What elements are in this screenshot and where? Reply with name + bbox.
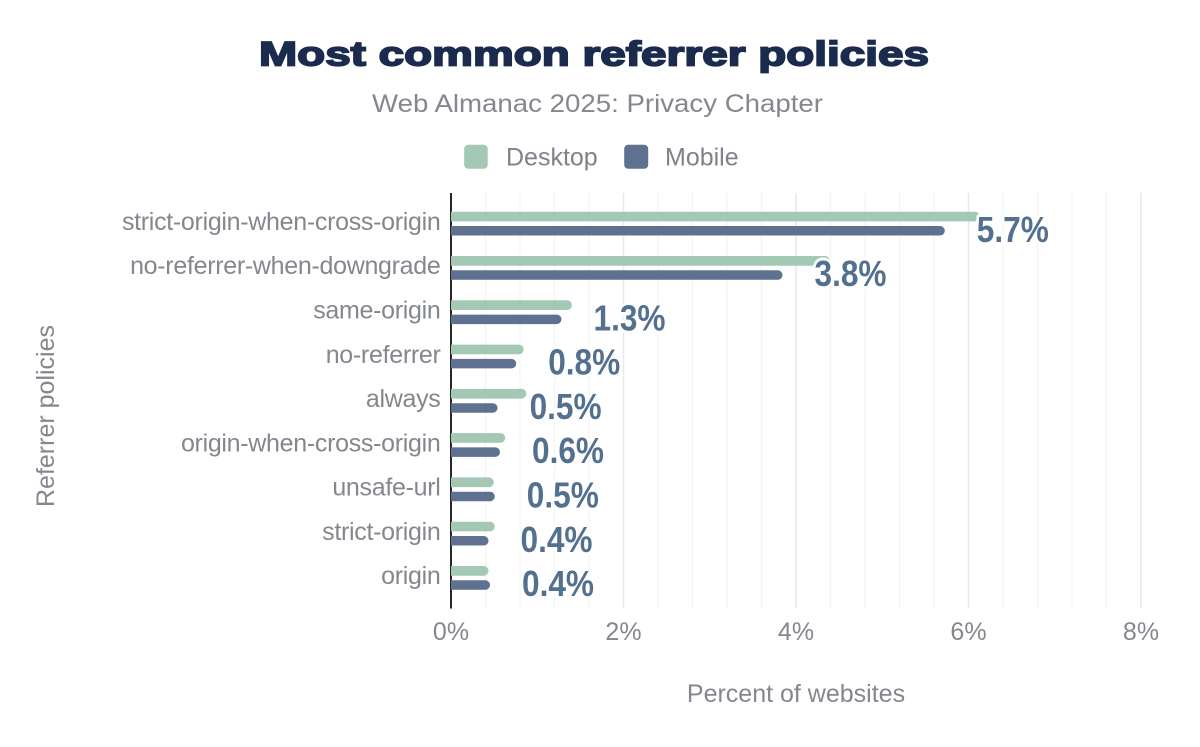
svg-text:5.7%: 5.7% [977,209,1049,250]
svg-text:origin-when-cross-origin: origin-when-cross-origin [181,429,441,457]
svg-text:no-referrer: no-referrer [326,341,441,369]
svg-text:3.8%: 3.8% [815,253,887,294]
svg-text:strict-origin-when-cross-origi: strict-origin-when-cross-origin [122,208,441,236]
svg-text:same-origin: same-origin [313,297,440,325]
svg-text:1.3%: 1.3% [594,297,666,338]
svg-text:0.5%: 0.5% [530,386,602,427]
svg-text:Referrer policies: Referrer policies [32,325,60,507]
svg-text:2%: 2% [605,618,641,646]
svg-text:no-referrer-when-downgrade: no-referrer-when-downgrade [130,252,440,280]
svg-text:0.4%: 0.4% [521,519,593,560]
svg-text:0.5%: 0.5% [527,475,599,516]
svg-text:8%: 8% [1123,618,1159,646]
svg-text:6%: 6% [950,618,986,646]
svg-text:origin: origin [381,562,440,590]
svg-text:unsafe-url: unsafe-url [332,474,440,502]
svg-text:Web Almanac 2025: Privacy Chap: Web Almanac 2025: Privacy Chapter [372,90,823,118]
svg-text:0.4%: 0.4% [522,563,594,604]
svg-text:4%: 4% [778,618,814,646]
svg-text:0.8%: 0.8% [548,342,620,383]
svg-text:Mobile: Mobile [665,144,739,172]
svg-text:0.6%: 0.6% [532,430,604,471]
svg-text:Most common referrer policies: Most common referrer policies [259,36,929,74]
svg-text:always: always [366,385,441,413]
svg-text:0%: 0% [433,618,469,646]
svg-text:Desktop: Desktop [506,144,598,172]
svg-text:Percent of websites: Percent of websites [687,680,905,708]
svg-text:strict-origin: strict-origin [322,518,440,546]
